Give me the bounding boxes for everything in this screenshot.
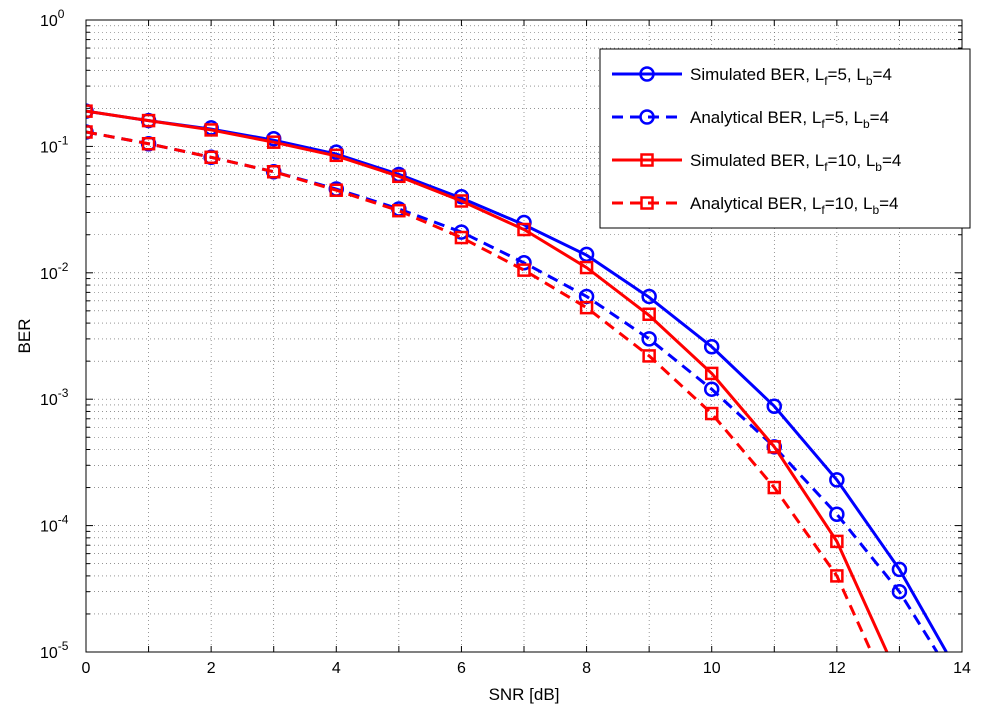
data-point [829, 472, 845, 488]
x-tick-label: 12 [828, 660, 846, 677]
data-point [266, 165, 281, 179]
data-point [641, 331, 657, 347]
axes [85, 19, 963, 653]
series-line-4 [86, 130, 873, 652]
data-point [830, 534, 844, 549]
grid-lines [86, 20, 962, 652]
data-point [766, 398, 783, 414]
x-tick-label: 4 [332, 660, 341, 677]
data-point [86, 104, 93, 118]
series-line-3 [86, 109, 889, 652]
data-point [454, 194, 469, 208]
data-point [329, 183, 344, 197]
legend-box [599, 48, 971, 229]
legend: Simulated BER, Lf=5, Lb=4 Analytical BER,… [599, 48, 971, 229]
data-point [704, 366, 719, 381]
x-tick-labels: 0 2 4 6 8 10 12 14 [82, 660, 971, 677]
legend-label: Simulated BER, Lf=10, Lb=4 [690, 151, 901, 174]
data-point [141, 136, 156, 151]
x-axis-label: SNR [dB] [489, 685, 560, 704]
data-point [767, 440, 782, 454]
legend-label: Analytical BER, Lf=5, Lb=4 [690, 108, 889, 131]
legend-label: Analytical BER, Lf=10, Lb=4 [690, 194, 899, 217]
x-tick-label: 8 [582, 660, 591, 677]
data-point [517, 263, 531, 277]
data-point [517, 222, 531, 237]
legend-label: Simulated BER, Lf=5, Lb=4 [690, 65, 892, 88]
y-tick-label: 10-1 [40, 133, 69, 156]
data-point [829, 506, 845, 522]
data-point [703, 381, 720, 397]
data-point [392, 169, 406, 184]
y-tick-label: 10-5 [40, 639, 69, 662]
series-layer [86, 103, 948, 652]
y-tick-label: 10-4 [40, 513, 69, 536]
y-tick-label: 10-3 [40, 386, 69, 409]
data-point [642, 307, 656, 321]
data-point [141, 113, 156, 128]
data-point [703, 338, 720, 355]
data-point [767, 480, 782, 495]
data-point [579, 300, 594, 315]
data-point [891, 561, 908, 578]
data-point [454, 230, 469, 245]
data-point [329, 148, 344, 163]
data-point [830, 569, 844, 583]
x-tick-label: 14 [953, 660, 971, 677]
x-tick-label: 2 [207, 660, 216, 677]
legend-marker [639, 66, 655, 82]
data-point [704, 406, 719, 421]
legend-marker [640, 153, 654, 167]
data-point [516, 255, 532, 271]
legend-marker [639, 109, 655, 125]
data-point [891, 583, 908, 600]
legend-marker [640, 196, 654, 210]
y-tick-labels: 100 10-1 10-2 10-3 10-4 10-5 [40, 7, 69, 662]
y-axis-label: BER [15, 319, 34, 354]
x-tick-label: 10 [703, 660, 721, 677]
y-tick-label: 100 [40, 7, 65, 30]
data-point [266, 135, 281, 149]
data-point [641, 288, 657, 305]
data-point [579, 260, 594, 275]
data-point [86, 125, 93, 139]
data-point [392, 203, 406, 218]
data-point [204, 123, 218, 137]
x-tick-label: 0 [82, 660, 91, 677]
data-point [642, 349, 656, 363]
x-tick-label: 6 [457, 660, 466, 677]
y-tick-label: 10-2 [40, 260, 69, 283]
data-point [204, 150, 218, 165]
